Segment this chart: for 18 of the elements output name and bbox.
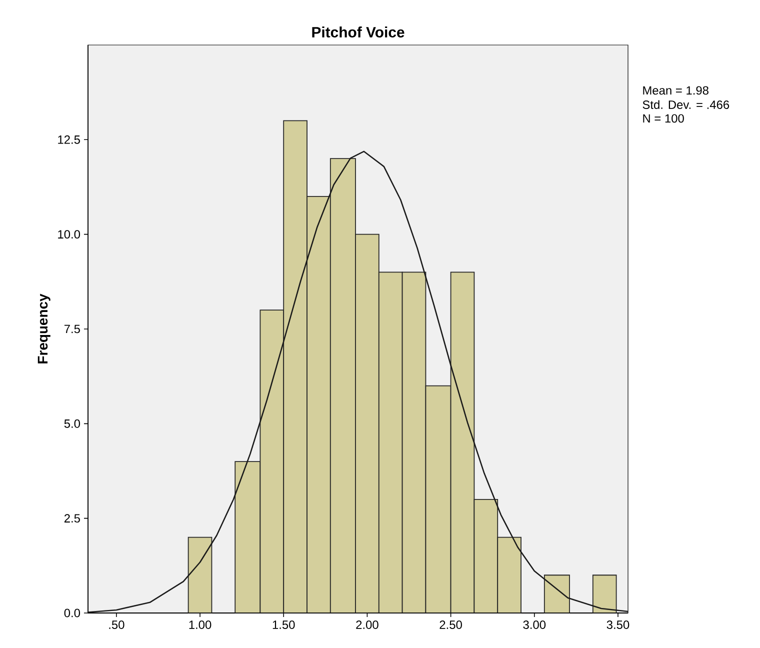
y-tick-label: 7.5 xyxy=(64,324,80,334)
chart-title: Pitchof Voice xyxy=(312,26,404,38)
text: Std. Dev. = .466 xyxy=(642,100,730,109)
y-tick-label: 5.0 xyxy=(64,419,80,428)
text: Mean = 1.98 xyxy=(643,86,708,95)
y-axis-title: Frequency xyxy=(38,294,50,364)
y-tick-label: 10.0 xyxy=(58,230,80,239)
y-tick-label: 12.5 xyxy=(58,135,80,144)
x-tick-label: 2.00 xyxy=(356,620,378,629)
y-tick-label: 2.5 xyxy=(64,514,80,523)
x-tick-label: .50 xyxy=(109,620,124,629)
x-tick-label: 1.50 xyxy=(272,620,295,629)
x-tick-label: 2.50 xyxy=(440,620,462,629)
y-tick-label: 0.0 xyxy=(64,608,80,618)
text: N = 100 xyxy=(643,114,684,123)
x-tick-label: 3.50 xyxy=(606,620,630,629)
x-tick-label: 1.00 xyxy=(189,620,212,629)
x-tick-label: 3.00 xyxy=(523,620,546,629)
